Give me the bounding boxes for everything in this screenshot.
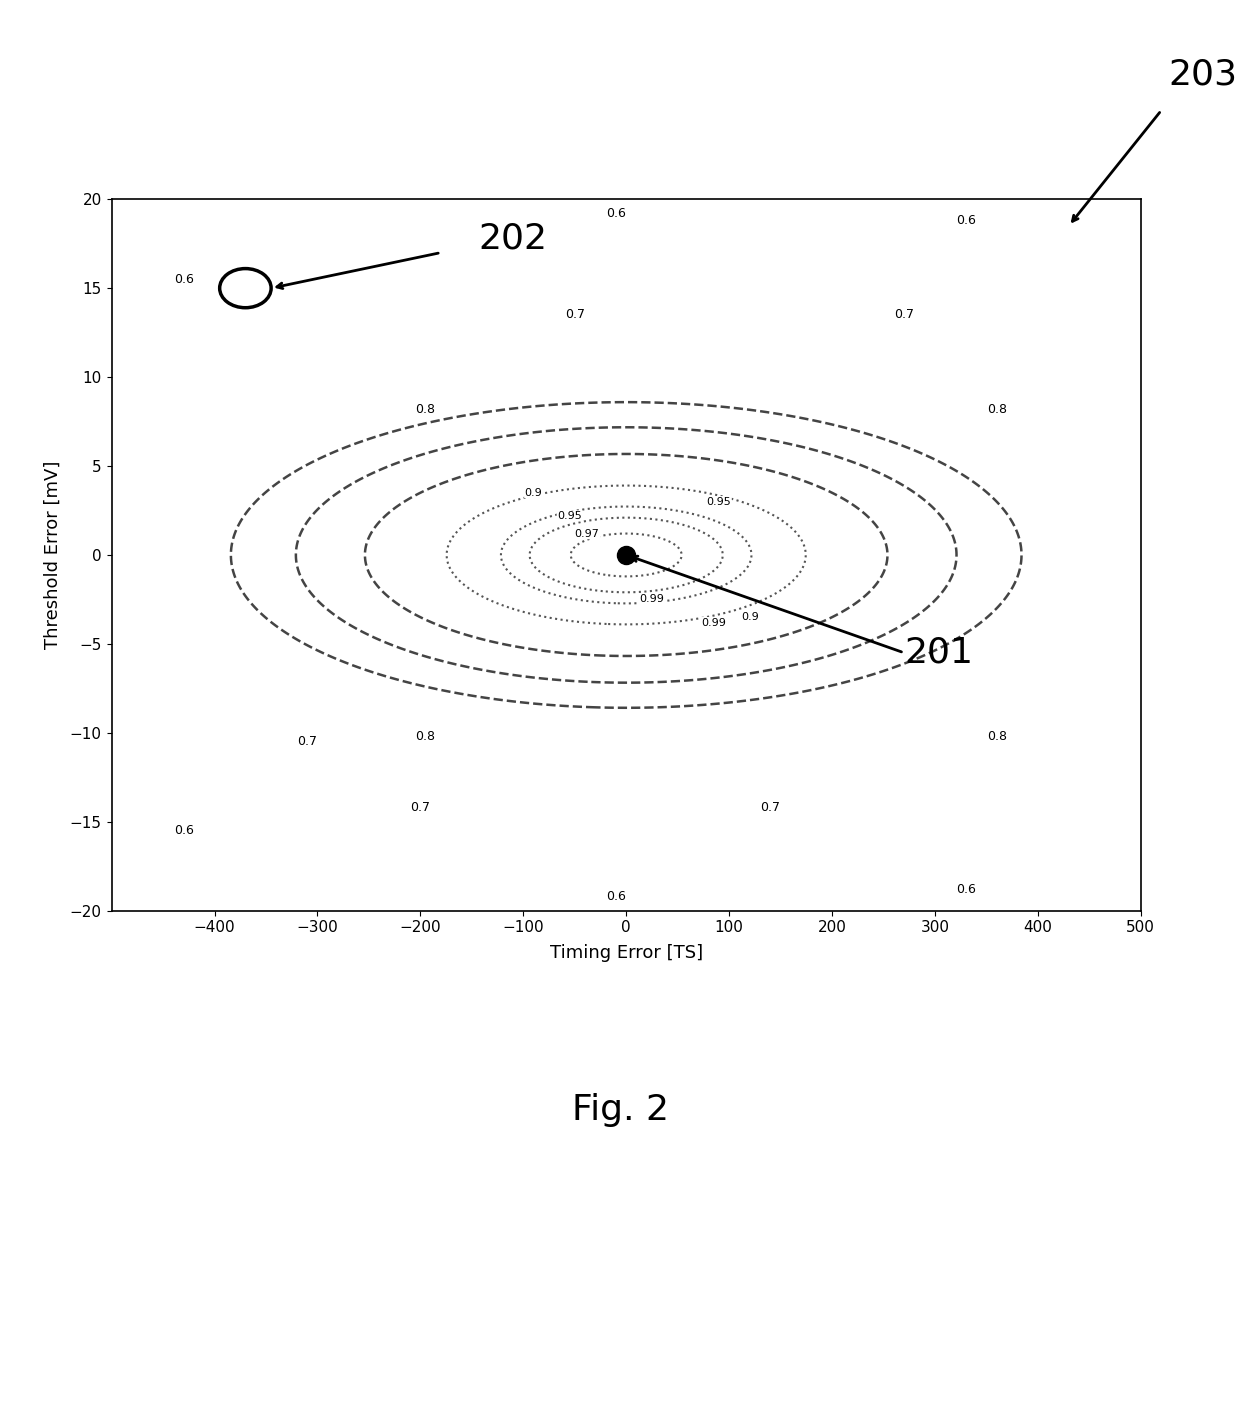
Text: 202: 202 (479, 222, 548, 255)
Text: 0.9: 0.9 (525, 488, 542, 498)
Text: 203: 203 (1168, 58, 1238, 91)
Text: 0.6: 0.6 (174, 824, 193, 837)
Text: 0.7: 0.7 (564, 309, 585, 322)
Text: 0.9: 0.9 (740, 612, 759, 622)
Text: 0.8: 0.8 (415, 403, 435, 416)
Y-axis label: Threshold Error [mV]: Threshold Error [mV] (43, 461, 62, 649)
Text: 0.8: 0.8 (987, 403, 1007, 416)
X-axis label: Timing Error [TS]: Timing Error [TS] (549, 943, 703, 962)
Text: 0.6: 0.6 (606, 889, 626, 904)
Text: 0.7: 0.7 (894, 309, 914, 322)
Text: 0.6: 0.6 (606, 206, 626, 221)
Text: 0.99: 0.99 (702, 618, 727, 628)
Text: 0.99: 0.99 (640, 595, 665, 605)
Text: 0.95: 0.95 (557, 511, 582, 521)
Text: 0.6: 0.6 (956, 213, 976, 228)
Text: 0.7: 0.7 (760, 801, 780, 814)
Text: 0.7: 0.7 (410, 801, 430, 814)
Text: 0.7: 0.7 (298, 736, 317, 748)
Text: Fig. 2: Fig. 2 (572, 1093, 668, 1127)
Text: 0.97: 0.97 (574, 528, 599, 539)
Text: 0.8: 0.8 (987, 730, 1007, 743)
Text: 201: 201 (904, 636, 973, 670)
Text: 0.6: 0.6 (174, 273, 193, 286)
Text: 0.95: 0.95 (707, 497, 732, 507)
Text: 0.6: 0.6 (956, 882, 976, 896)
Text: 0.8: 0.8 (415, 730, 435, 743)
